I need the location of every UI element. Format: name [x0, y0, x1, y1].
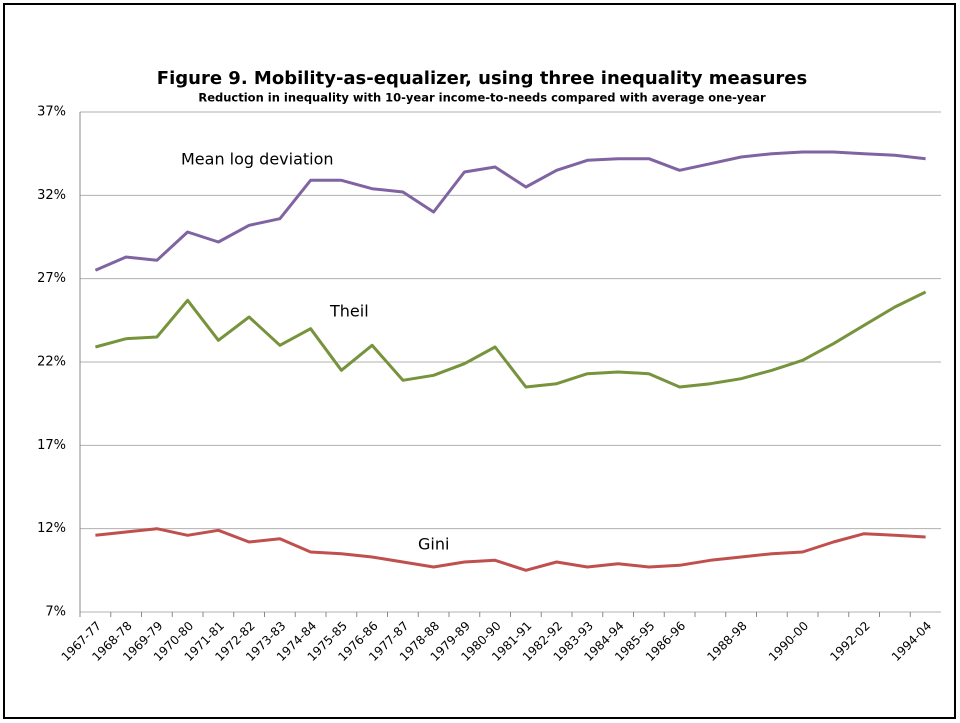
y-tick-label: 17%	[37, 438, 66, 453]
y-tick-label: 32%	[37, 188, 66, 203]
chart-title: Figure 9. Mobility-as-equalizer, using t…	[157, 68, 807, 89]
series-label: Gini	[418, 535, 449, 554]
y-tick-label: 12%	[37, 521, 66, 536]
y-tick-label: 22%	[37, 355, 66, 370]
y-tick-label: 27%	[37, 271, 66, 286]
series-label: Theil	[329, 302, 369, 321]
chart-border	[3, 3, 956, 719]
y-tick-label: 37%	[37, 105, 66, 120]
series-label: Mean log deviation	[181, 150, 334, 169]
series-line	[95, 290, 927, 389]
series-line	[95, 527, 926, 572]
y-tick-label: 7%	[45, 605, 66, 620]
series-line	[94, 150, 926, 272]
chart-subtitle: Reduction in inequality with 10-year inc…	[198, 91, 766, 105]
